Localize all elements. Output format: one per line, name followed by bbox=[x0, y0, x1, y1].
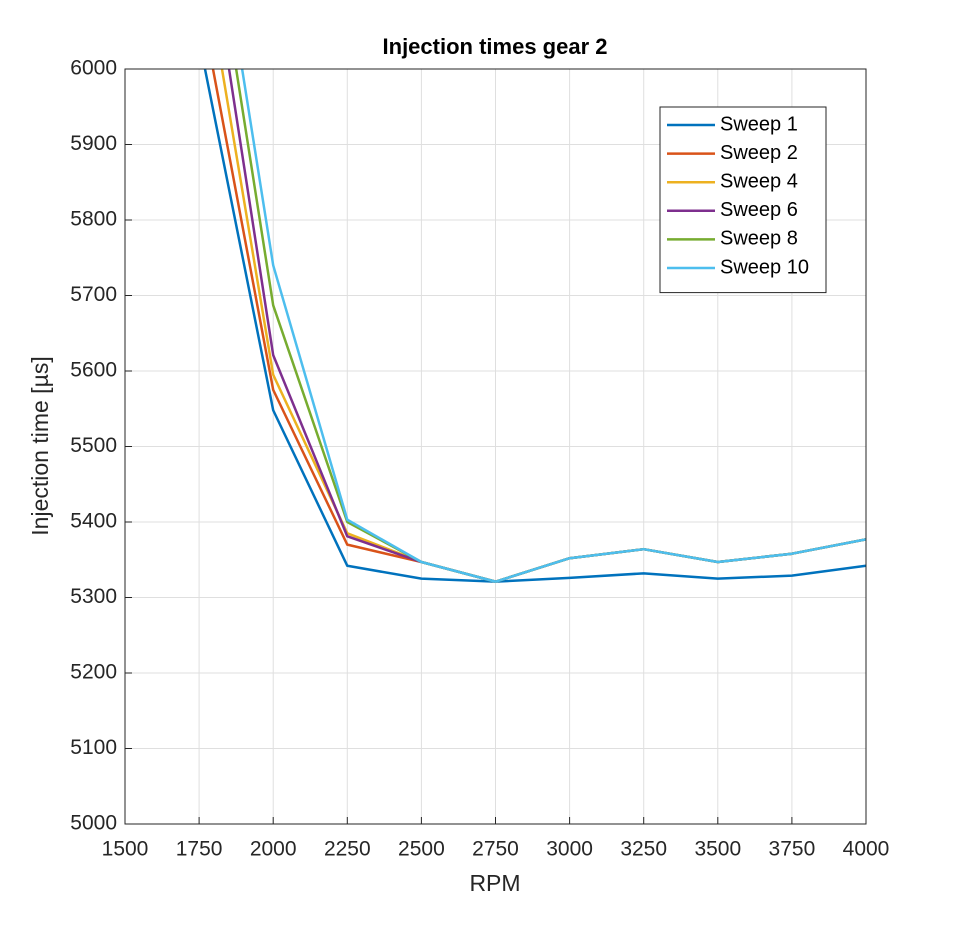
x-tick-label: 3750 bbox=[769, 838, 816, 861]
legend-box bbox=[659, 106, 827, 294]
y-tick-label: 5100 bbox=[70, 736, 117, 759]
x-tick-label: 2000 bbox=[250, 838, 297, 861]
series-line bbox=[203, 69, 866, 583]
x-tick-label: 1500 bbox=[102, 838, 149, 861]
y-tick-label: 5800 bbox=[70, 208, 117, 231]
series-line bbox=[240, 69, 866, 583]
legend: Sweep 1 Sweep 2 Sweep 4 Sweep 6 Sweep 8 Sweep… bbox=[659, 106, 827, 294]
y-tick-label: 5400 bbox=[70, 510, 117, 533]
x-tick-label: 4000 bbox=[843, 838, 890, 861]
chart-title: Injection times gear 2 bbox=[383, 34, 608, 59]
legend-label: Sweep 2 bbox=[720, 142, 798, 164]
legend-label: Sweep 4 bbox=[720, 170, 798, 192]
y-tick-label: 5500 bbox=[70, 434, 117, 457]
x-tick-label: 3500 bbox=[694, 838, 741, 861]
x-tick-label: 2250 bbox=[324, 838, 371, 861]
y-axis-label: Injection time [µs] bbox=[27, 356, 53, 535]
x-tick-label: 2750 bbox=[472, 838, 519, 861]
legend-label: Sweep 6 bbox=[720, 199, 798, 221]
x-tick-label: 3250 bbox=[620, 838, 667, 861]
y-tick-label: 5300 bbox=[70, 585, 117, 608]
y-tick-label: 5000 bbox=[70, 812, 117, 835]
ticks: 1500 1750 2000 2250 2500 2750 3000 3250 3500 3750… bbox=[70, 57, 889, 861]
y-tick-label: 5200 bbox=[70, 661, 117, 684]
y-tick-label: 6000 bbox=[70, 57, 117, 80]
x-tick-label: 3000 bbox=[546, 838, 593, 861]
legend-label: Sweep 10 bbox=[720, 256, 809, 278]
y-tick-label: 5600 bbox=[70, 359, 117, 382]
legend-label: Sweep 8 bbox=[720, 228, 798, 250]
lines bbox=[203, 69, 866, 583]
legend-label: Sweep 1 bbox=[720, 113, 798, 135]
x-tick-label: 1750 bbox=[176, 838, 223, 861]
x-axis-label: RPM bbox=[469, 870, 520, 896]
x-tick-label: 2500 bbox=[398, 838, 445, 861]
y-tick-label: 5900 bbox=[70, 132, 117, 155]
y-tick-label: 5700 bbox=[70, 283, 117, 306]
